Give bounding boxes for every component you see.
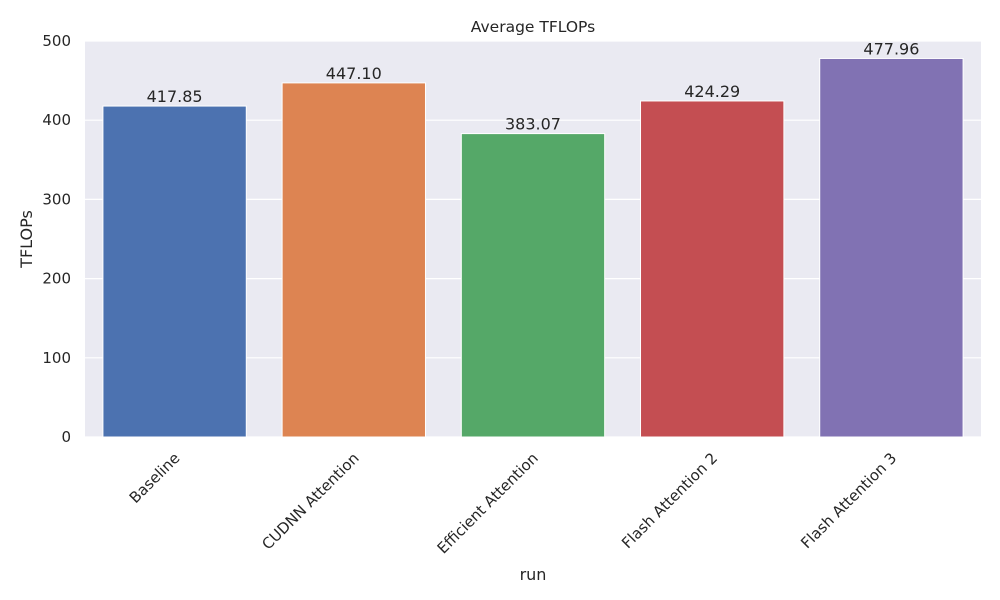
y-axis-label: TFLOPs bbox=[17, 210, 36, 269]
y-tick-label: 0 bbox=[61, 428, 71, 446]
chart-title: Average TFLOPs bbox=[471, 18, 595, 36]
bar-value-label: 417.85 bbox=[147, 87, 203, 106]
x-tick-label: Flash Attention 2 bbox=[618, 449, 721, 552]
bar-value-label: 424.29 bbox=[684, 82, 740, 101]
bar bbox=[640, 100, 785, 438]
bar bbox=[460, 133, 606, 438]
y-tick-label: 500 bbox=[42, 32, 71, 50]
bar bbox=[102, 105, 247, 438]
bar-value-label: 477.96 bbox=[863, 39, 919, 58]
bars bbox=[102, 57, 964, 438]
bar bbox=[281, 82, 426, 438]
x-tick-label: CUDNN Attention bbox=[258, 449, 362, 553]
bar-value-label: 383.07 bbox=[505, 115, 561, 134]
bar bbox=[819, 57, 964, 438]
x-axis-label: run bbox=[520, 565, 547, 584]
x-tick-label: Efficient Attention bbox=[434, 449, 542, 557]
y-tick-labels: 0 100 200 300 400 500 bbox=[42, 32, 71, 446]
x-tick-label: Flash Attention 3 bbox=[797, 449, 900, 552]
data-labels: 417.85 447.10 383.07 424.29 477.96 bbox=[147, 39, 920, 133]
bar-value-label: 447.10 bbox=[326, 64, 382, 83]
y-tick-label: 400 bbox=[42, 111, 71, 129]
y-tick-label: 200 bbox=[42, 270, 71, 288]
y-tick-label: 300 bbox=[42, 190, 71, 208]
y-tick-label: 100 bbox=[42, 349, 71, 367]
x-tick-labels: Baseline CUDNN Attention Efficient Attenti… bbox=[126, 449, 901, 557]
x-tick-label: Baseline bbox=[126, 449, 184, 507]
